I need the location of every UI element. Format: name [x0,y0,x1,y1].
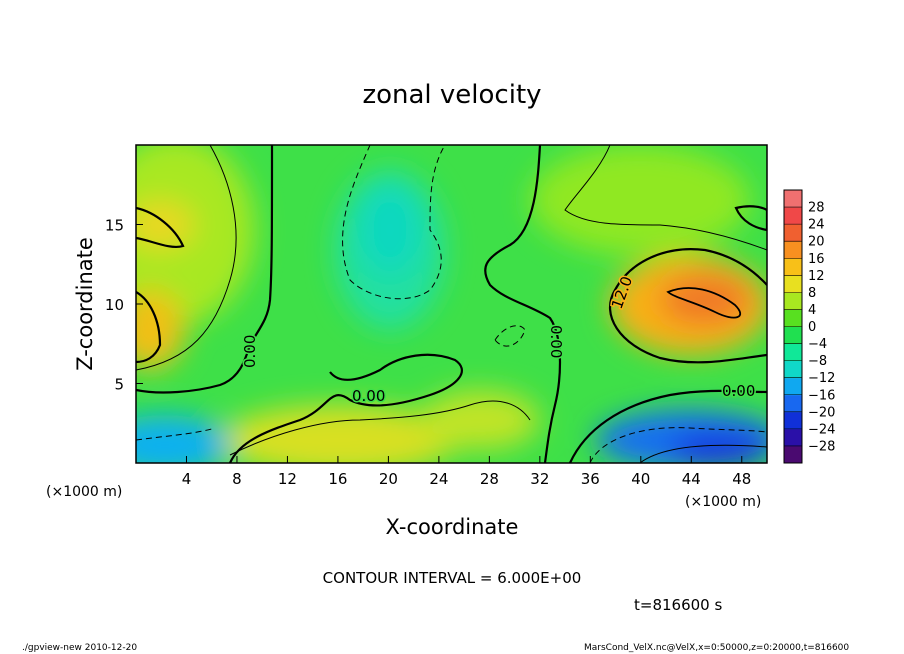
field-blob-lower-left-cold [136,415,230,463]
colorbar-label: 12 [808,269,825,284]
x-tick-label: 16 [328,470,347,488]
colorbar-label: 0 [808,320,816,335]
contour-eighteen-right [666,287,742,319]
field-blob-lower-right-core [670,432,767,463]
contour-zero-bottom-right [568,389,767,463]
colorbar-swatch [784,292,802,310]
contour-label: 0.00 [352,387,385,405]
contour-label: 0.00 [722,382,755,400]
colorbar-swatch [784,258,802,276]
colorbar-swatch [784,343,802,362]
contour-twelve-left-top [136,206,185,248]
contour-twelve-right [609,248,767,364]
x-tick-label: 36 [581,470,600,488]
colorbar-label: 24 [808,218,825,233]
field-blob-center-cyan-core [360,185,420,275]
field-blob-lower-warm [220,405,460,463]
x-tick-label: 32 [530,470,549,488]
colorbar: 28 24 20 16 12 8 4 0 −4 −8 −12 −16 −20 −24 −28 [783,189,835,464]
x-tick-label: 40 [631,470,650,488]
y-tick-label: 15 [105,217,124,235]
colorbar-label: −4 [808,337,827,352]
colorbar-label: 8 [808,286,816,301]
contour-six-lower [229,400,531,456]
time-text: t=816600 s [634,596,722,614]
contour-twelve-left-mid [136,291,162,364]
field-blob-lower-mid [420,390,540,450]
colorbar-swatch [784,326,802,345]
footer-left: ./gpview-new 2010-12-20 [22,643,137,653]
colorbar-label: −20 [808,405,835,420]
field-blob-left-core [136,290,185,370]
x-axis: 4 8 12 16 20 24 28 32 36 40 44 48 [182,456,751,488]
x-unit-label-right: (×1000 m) [685,494,761,510]
colorbar-label: −16 [808,388,835,403]
colorbar-swatch [784,445,802,464]
contour-labels: 0.00 0.00 0.00 12.0 0.00 [240,272,757,406]
colorbar-label: 20 [808,235,825,250]
plot-area [136,145,767,463]
contour-six-left [136,145,237,371]
contour-minus-six-small [494,325,526,347]
x-tick-label: 8 [232,470,242,488]
field-blob-upper-right [530,145,750,255]
contour-zero-lower [228,353,463,463]
x-axis-title: X-coordinate [386,515,519,539]
colorbar-swatch [784,428,802,447]
velocity-field [136,145,767,463]
y-axis: 5 10 15 [105,217,143,394]
x-tick-label: 48 [732,470,751,488]
field-blob-upper-left [136,145,255,325]
colorbar-label: −24 [808,422,835,437]
contour-label: 0.00 [241,335,259,368]
y-tick-label: 5 [114,376,124,394]
contour-minus-six-center [342,145,446,300]
colorbar-label: 16 [808,252,825,267]
contour-six-right [564,145,767,251]
chart-title: zonal velocity [362,80,541,110]
contour-lines [136,145,767,463]
colorbar-swatch [784,394,802,413]
colorbar-label: −12 [808,371,835,386]
colorbar-label: 4 [808,303,816,318]
colorbar-swatch [784,224,802,242]
x-unit-label: (×1000 m) [46,484,122,500]
x-tick-label: 28 [480,470,499,488]
contour-minus-twelve-lower-right [639,444,767,463]
colorbar-swatch [784,411,802,430]
colorbar-swatch [784,309,802,327]
y-tick-label: 10 [105,296,124,314]
contour-label: 0.00 [547,325,565,358]
contour-zero-left [136,145,274,394]
x-tick-label: 24 [429,470,448,488]
colorbar-swatch [784,377,802,396]
contour-twelve-right-top [734,205,767,232]
contour-minus-six-lower-right [589,427,767,463]
contour-minus-six-lower-left [136,427,216,441]
contour-interval-text: CONTOUR INTERVAL = 6.000E+00 [323,569,582,587]
x-tick-label: 4 [182,470,192,488]
footer-right: MarsCond_VelX.nc@VelX,x=0:50000,z=0:2000… [584,643,849,653]
x-tick-label: 44 [682,470,701,488]
colorbar-label: 28 [808,201,825,216]
contour-zero-upper-right [484,145,562,463]
x-tick-label: 12 [278,470,297,488]
y-axis-title: Z-coordinate [73,237,97,371]
colorbar-label: −28 [808,439,835,454]
colorbar-swatch [784,360,802,379]
x-tick-label: 20 [379,470,398,488]
colorbar-swatch [784,275,802,293]
colorbar-label: −8 [808,354,827,369]
colorbar-swatch [784,190,802,208]
colorbar-swatch [784,241,802,259]
colorbar-swatch [784,207,802,225]
